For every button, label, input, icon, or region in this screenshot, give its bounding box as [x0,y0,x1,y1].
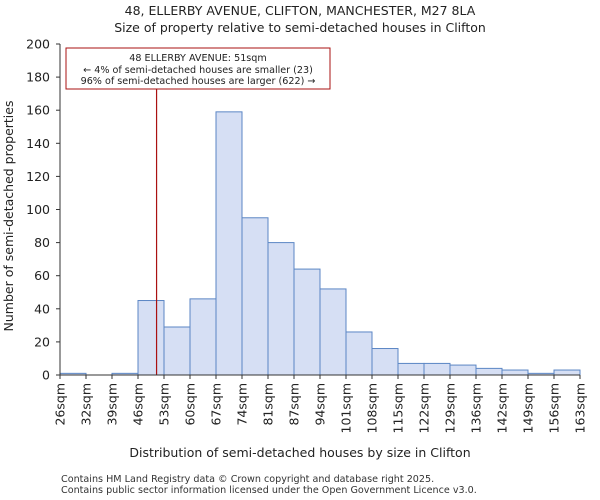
x-tick-label: 39sqm [105,383,120,426]
bar-115sqm [397,362,425,376]
annotation-line-2: ← 4% of semi-detached houses are smaller… [83,65,313,76]
bar-46sqm [137,300,165,376]
y-tick-label: 40 [34,301,50,316]
x-tick-label: 94sqm [313,383,328,426]
bar-94sqm [319,288,347,376]
bar-122sqm [423,362,451,376]
bars-group [59,111,581,376]
x-tick-label: 46sqm [131,383,146,426]
x-tick-label: 108sqm [365,383,380,433]
y-tick-label: 80 [34,235,50,250]
x-tick-label: 156sqm [547,383,562,433]
bar-81sqm [267,242,295,376]
y-tick-label: 140 [26,136,50,151]
annotation-box: 48 ELLERBY AVENUE: 51sqm ← 4% of semi-de… [65,47,331,90]
y-tick-label: 0 [42,368,50,383]
x-ticks: 26sqm 32sqm 39sqm 46sqm 53sqm 60sqm 67sqm 74sqm… [53,375,588,433]
x-tick-label: 60sqm [183,383,198,426]
x-tick-label: 136sqm [469,383,484,433]
annotation-line-1: 48 ELLERBY AVENUE: 51sqm [129,53,266,64]
x-tick-label: 81sqm [261,383,276,426]
x-tick-label: 32sqm [79,383,94,426]
annotation-border [65,47,331,90]
bar-142sqm [501,369,529,376]
x-tick-label: 122sqm [417,383,432,433]
footer-line-2: Contains public sector information licen… [61,485,477,496]
y-tick-label: 100 [26,202,50,217]
bar-53sqm [163,326,191,376]
x-tick-label: 149sqm [521,383,536,433]
x-tick-label: 163sqm [573,383,588,433]
x-axis-label: Distribution of semi-detached houses by … [129,445,470,460]
y-tick-label: 180 [26,70,50,85]
x-tick-label: 26sqm [53,383,68,426]
bar-101sqm [345,331,373,376]
y-axis-label: Number of semi-detached properties [1,101,16,332]
y-tick-label: 60 [34,268,50,283]
chart-subtitle: Size of property relative to semi-detach… [114,20,486,35]
y-tick-label: 200 [26,37,50,52]
y-tick-label: 160 [26,103,50,118]
bar-136sqm [475,367,503,376]
bar-67sqm [215,111,243,376]
histogram-chart: 48, ELLERBY AVENUE, CLIFTON, MANCHESTER,… [1,3,588,460]
bar-129sqm [449,364,477,376]
bar-87sqm [293,268,321,376]
bar-74sqm [241,217,269,376]
y-tick-label: 20 [34,334,50,349]
x-tick-label: 74sqm [235,383,250,426]
footer-line-1: Contains HM Land Registry data © Crown c… [61,474,435,485]
bar-156sqm [553,369,581,376]
y-ticks: 0 20 40 60 80 100 120 140 160 180 200 [26,37,60,383]
chart-title: 48, ELLERBY AVENUE, CLIFTON, MANCHESTER,… [125,3,476,18]
bar-108sqm [371,348,399,376]
x-tick-label: 101sqm [339,383,354,433]
x-tick-label: 115sqm [391,383,406,433]
x-tick-label: 67sqm [209,383,224,426]
x-tick-label: 142sqm [495,383,510,433]
x-tick-label: 53sqm [157,383,172,426]
x-tick-label: 129sqm [443,383,458,433]
y-tick-label: 120 [26,169,50,184]
annotation-line-3: 96% of semi-detached houses are larger (… [81,76,316,87]
x-tick-label: 87sqm [287,383,302,426]
bar-60sqm [189,298,217,376]
